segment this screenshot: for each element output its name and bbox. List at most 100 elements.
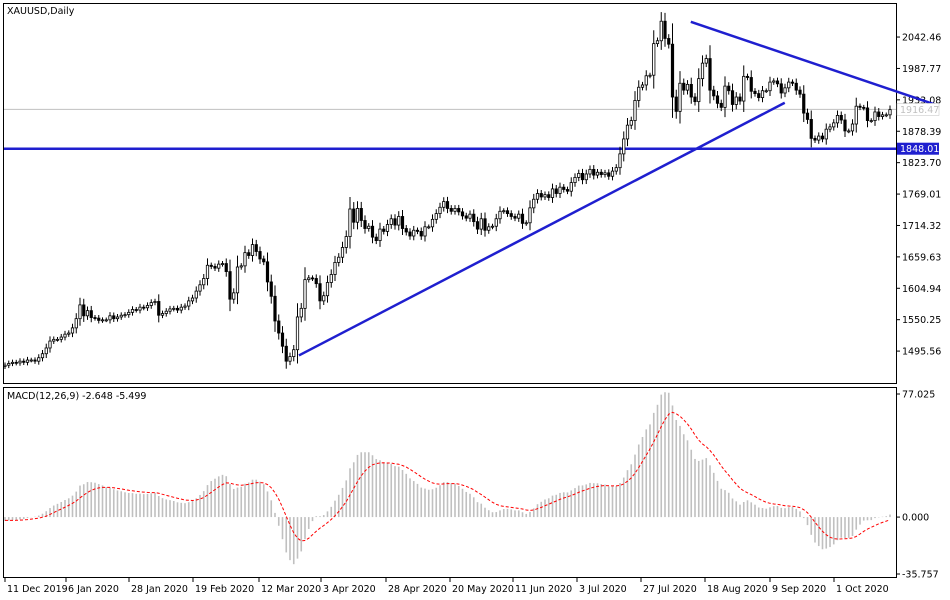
candle — [558, 182, 562, 199]
date-tick-label: 27 Jul 2020 — [643, 584, 697, 595]
candle — [843, 113, 847, 138]
trend-line-support[interactable] — [298, 101, 786, 357]
date-tick-label: 12 Mar 2020 — [261, 584, 321, 595]
candle — [595, 168, 600, 179]
candle — [817, 132, 821, 144]
candle — [78, 297, 82, 326]
candle — [37, 354, 41, 365]
candle — [67, 330, 71, 337]
candle — [262, 255, 266, 266]
candle — [805, 108, 810, 124]
candle — [168, 305, 172, 315]
candle — [160, 310, 165, 319]
candle — [427, 224, 431, 230]
candle — [472, 209, 476, 227]
candle — [652, 30, 656, 89]
candle — [382, 226, 386, 235]
candle — [610, 166, 615, 181]
candle — [412, 225, 416, 241]
candle — [149, 299, 153, 309]
candle — [618, 146, 622, 175]
price-tick-label: 2042.46 — [902, 33, 941, 44]
price-tick-label: 1714.32 — [902, 221, 941, 232]
candle — [190, 294, 195, 305]
date-tick-label: 6 Jan 2020 — [68, 584, 119, 595]
candle — [164, 308, 168, 317]
trend-line-resistance[interactable] — [690, 20, 936, 106]
candle — [397, 211, 401, 231]
candle — [783, 83, 787, 98]
candle — [119, 312, 123, 320]
candle — [74, 313, 78, 334]
candle — [678, 71, 682, 124]
candle — [847, 128, 851, 134]
candle — [460, 208, 465, 220]
candle — [404, 225, 408, 236]
candle — [280, 326, 285, 354]
candle — [292, 344, 296, 362]
date-tick-label: 3 Jul 2020 — [579, 584, 627, 595]
candle — [352, 202, 356, 230]
candle — [494, 213, 498, 232]
candle — [629, 116, 633, 130]
candle — [865, 101, 870, 128]
candle — [715, 90, 720, 109]
candle — [802, 85, 806, 123]
candle — [689, 77, 693, 104]
price-tick-label: 1659.63 — [902, 252, 941, 263]
candle — [127, 309, 131, 318]
candle — [220, 261, 225, 267]
price-tick-label: 1604.94 — [902, 284, 941, 295]
candle — [637, 80, 641, 108]
candle — [697, 68, 701, 112]
macd-signal-line — [5, 411, 891, 542]
candle — [888, 105, 892, 119]
candle — [18, 358, 22, 366]
candle — [794, 78, 798, 95]
candle — [385, 219, 390, 237]
candle — [704, 54, 708, 68]
candle — [370, 220, 375, 244]
candle — [254, 239, 258, 257]
candle — [157, 294, 161, 323]
date-tick-label: 18 Aug 2020 — [707, 584, 768, 595]
candle — [734, 92, 738, 110]
candle — [682, 78, 686, 95]
candle — [577, 169, 581, 182]
candle — [790, 79, 795, 86]
price-tick-label: 1550.25 — [902, 315, 941, 326]
candle — [603, 169, 607, 178]
macd-histogram — [4, 392, 891, 565]
candle — [464, 212, 468, 222]
candle — [228, 259, 232, 312]
trend-lines[interactable] — [298, 20, 936, 357]
candle — [524, 220, 528, 226]
candle — [295, 303, 300, 364]
candle — [235, 255, 240, 305]
candle — [187, 296, 191, 311]
candle — [277, 314, 281, 340]
candle — [419, 227, 423, 240]
candle — [348, 197, 352, 249]
chart-title: XAUUSD,Daily — [7, 6, 75, 17]
candle — [284, 338, 288, 369]
candle — [813, 135, 817, 143]
candle — [70, 323, 75, 338]
candle — [97, 315, 101, 324]
date-tick-label: 20 May 2020 — [452, 584, 514, 595]
candle — [89, 305, 93, 323]
candle — [509, 210, 513, 220]
macd-panel-frame — [3, 387, 897, 578]
candle — [142, 304, 146, 311]
candle — [153, 298, 157, 306]
candle — [134, 306, 138, 313]
candle — [340, 241, 345, 263]
candle — [82, 298, 86, 322]
candle — [850, 119, 855, 136]
candle — [415, 227, 420, 235]
candle — [738, 93, 742, 105]
candle — [22, 358, 26, 366]
candle — [599, 169, 603, 178]
candle — [820, 132, 825, 143]
